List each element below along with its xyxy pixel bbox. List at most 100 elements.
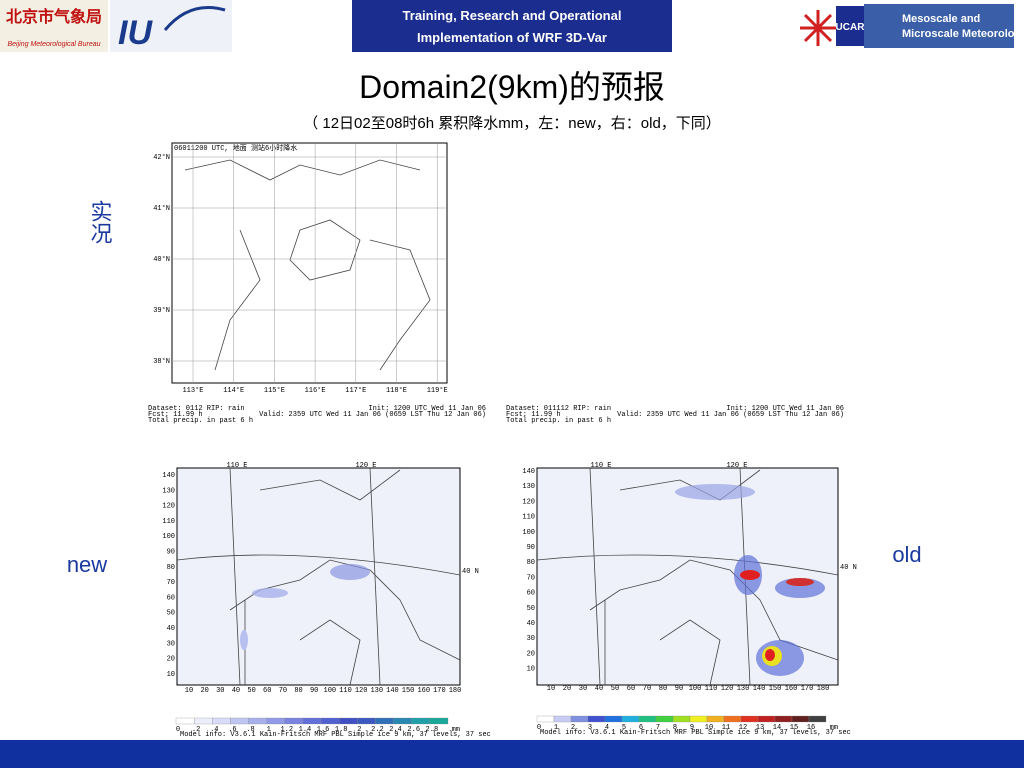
colorbar-swatch — [429, 717, 449, 725]
x-tick-label: 60 — [263, 687, 271, 695]
header-line: Implementation of WRF 3D-Var — [417, 30, 607, 45]
colorbar-swatch — [587, 715, 606, 723]
new-map — [176, 467, 461, 686]
info: Init: 1200 UTC Wed 11 Jan 06 — [726, 405, 844, 413]
y-tick-label: 110 — [522, 514, 535, 522]
colorbar-label: 7 — [656, 724, 660, 732]
colorbar-label: 2 — [571, 724, 575, 732]
x-tick-label: 50 — [611, 685, 619, 693]
lat-label: 40 N — [462, 568, 479, 576]
colorbar-label: 5 — [622, 724, 626, 732]
precip-core — [740, 570, 760, 580]
x-tick-label: 130 — [737, 685, 750, 693]
colorbar-label: 2.2 — [371, 726, 384, 734]
colorbar-label: 10 — [705, 724, 713, 732]
ucar-bg — [836, 6, 864, 46]
colorbar-label: 6 — [639, 724, 643, 732]
y-tick-label: 70 — [167, 579, 175, 587]
colorbar-swatch — [621, 715, 640, 723]
lat-label: 42°N — [153, 153, 170, 162]
lon-label: 117°E — [345, 386, 366, 395]
model-info: Model info: V3.6.1 Kain-Fritsch MRF PBL … — [180, 731, 491, 739]
colorbar-swatch — [411, 717, 431, 725]
x-tick-label: 160 — [417, 687, 430, 695]
x-tick-label: 60 — [627, 685, 635, 693]
colorbar-swatch — [655, 715, 674, 723]
colorbar-swatch — [175, 717, 195, 725]
colorbar-unit: mm — [830, 724, 838, 732]
y-tick-label: 80 — [527, 559, 535, 567]
label-new: new — [67, 552, 107, 577]
lon-label: 120 E — [726, 462, 747, 470]
precip-core — [786, 578, 814, 586]
colorbar-swatch — [757, 715, 776, 723]
y-tick-label: 20 — [527, 650, 535, 658]
x-tick-label: 160 — [785, 685, 798, 693]
info: Total precip. in past 6 h — [148, 417, 253, 425]
x-tick-label: 20 — [563, 685, 571, 693]
x-tick-label: 150 — [402, 687, 415, 695]
lon-label: 118°E — [386, 386, 407, 395]
colorbar-label: 15 — [790, 724, 798, 732]
colorbar-swatch — [375, 717, 394, 725]
x-tick-label: 120 — [721, 685, 734, 693]
info: Valid: 2359 UTC Wed 11 Jan 06 (0659 LST … — [617, 411, 844, 419]
colorbar-swatch — [266, 717, 285, 725]
mmm-box — [864, 4, 1014, 48]
x-tick-label: 80 — [659, 685, 667, 693]
colorbar-swatch — [672, 715, 691, 723]
precip-core — [765, 649, 775, 661]
y-tick-label: 60 — [167, 594, 175, 602]
x-tick-label: 170 — [433, 687, 446, 695]
info: Total precip. in past 6 h — [506, 417, 611, 425]
colorbar-label: 3 — [588, 724, 592, 732]
obs-header: 06011200 UTC, 地面 测站6小时降水 — [174, 143, 297, 153]
x-tick-label: 180 — [817, 685, 830, 693]
colorbar-swatch — [302, 717, 322, 725]
info: Fcst: 11.99 h — [148, 411, 203, 419]
x-tick-label: 40 — [595, 685, 603, 693]
x-tick-label: 170 — [801, 685, 814, 693]
info: Valid: 2359 UTC Wed 11 Jan 06 (0659 LST … — [259, 411, 486, 419]
x-tick-label: 70 — [643, 685, 651, 693]
lon-label: 113°E — [182, 386, 203, 395]
logo-en: Beijing Meteorological Bureau — [8, 41, 101, 48]
lon-label: 120 E — [355, 462, 376, 470]
y-tick-label: 90 — [527, 544, 535, 552]
colorbar-swatch — [791, 715, 810, 723]
colorbar-swatch — [570, 715, 589, 723]
precip-area — [675, 484, 755, 500]
colorbar-swatch — [808, 715, 827, 723]
colorbar-label: 14 — [773, 724, 781, 732]
colorbar-label: 12 — [739, 724, 747, 732]
y-tick-label: 80 — [167, 564, 175, 572]
colorbar-swatch — [553, 715, 572, 723]
colorbar-label: 8 — [673, 724, 677, 732]
x-tick-label: 140 — [386, 687, 399, 695]
x-tick-label: 80 — [294, 687, 302, 695]
colorbar-swatch — [230, 717, 249, 725]
x-tick-label: 110 — [339, 687, 352, 695]
lat-label: 40°N — [153, 255, 170, 264]
lat-label: 40 N — [840, 564, 857, 572]
colorbar-label: .4 — [210, 726, 218, 734]
colorbar-label: 2 — [357, 726, 361, 734]
colorbar-label: 4 — [605, 724, 609, 732]
lat-label: 39°N — [153, 306, 170, 315]
colorbar-label: .6 — [228, 726, 236, 734]
info: Fcst: 11.99 h — [506, 411, 561, 419]
y-tick-label: 50 — [167, 610, 175, 618]
info: Dataset: 0112 RIP: rain — [148, 405, 245, 413]
lat-label: 41°N — [153, 204, 170, 213]
colorbar-label: 2.8 — [426, 726, 439, 734]
obs-borders — [184, 159, 431, 371]
colorbar-swatch — [604, 715, 623, 723]
lat-label: 38°N — [153, 357, 170, 366]
x-tick-label: 150 — [769, 685, 782, 693]
colorbar-label: 1.8 — [335, 726, 348, 734]
header-line: Training, Research and Operational — [403, 8, 622, 23]
colorbar-label: .2 — [192, 726, 200, 734]
colorbar-label: .8 — [246, 726, 254, 734]
